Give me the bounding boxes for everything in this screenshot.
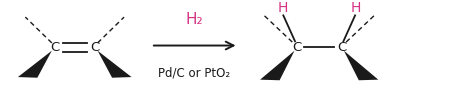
Polygon shape xyxy=(260,51,295,80)
Text: C: C xyxy=(50,41,59,54)
Text: Pd/C or PtO₂: Pd/C or PtO₂ xyxy=(158,67,230,80)
Text: H₂: H₂ xyxy=(186,12,203,27)
Polygon shape xyxy=(98,51,131,78)
Text: C: C xyxy=(337,41,346,54)
Polygon shape xyxy=(18,51,52,78)
Text: H: H xyxy=(351,1,361,15)
Polygon shape xyxy=(344,51,378,80)
Text: H: H xyxy=(277,1,288,15)
Text: C: C xyxy=(90,41,99,54)
Text: C: C xyxy=(292,41,302,54)
